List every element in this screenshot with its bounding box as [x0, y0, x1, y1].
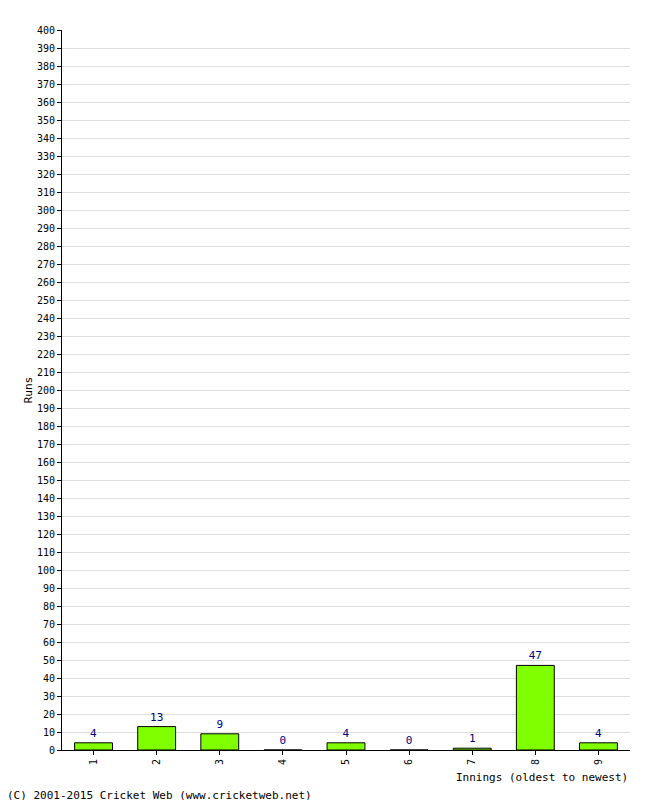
svg-text:10: 10 [43, 727, 55, 738]
svg-text:200: 200 [37, 385, 55, 396]
svg-text:70: 70 [43, 619, 55, 630]
svg-text:4: 4 [595, 727, 602, 740]
svg-text:4: 4 [90, 727, 97, 740]
svg-text:350: 350 [37, 115, 55, 126]
svg-text:6: 6 [403, 759, 414, 765]
svg-text:320: 320 [37, 169, 55, 180]
svg-text:3: 3 [214, 759, 225, 765]
svg-text:220: 220 [37, 349, 55, 360]
svg-text:340: 340 [37, 133, 55, 144]
svg-text:9: 9 [216, 718, 223, 731]
svg-text:160: 160 [37, 457, 55, 468]
svg-text:390: 390 [37, 43, 55, 54]
svg-text:Innings (oldest to newest): Innings (oldest to newest) [456, 771, 628, 784]
svg-text:80: 80 [43, 601, 55, 612]
svg-text:0: 0 [406, 734, 413, 747]
svg-text:130: 130 [37, 511, 55, 522]
svg-text:50: 50 [43, 655, 55, 666]
svg-text:240: 240 [37, 313, 55, 324]
svg-text:0: 0 [280, 734, 287, 747]
svg-text:400: 400 [37, 25, 55, 36]
svg-text:300: 300 [37, 205, 55, 216]
svg-text:270: 270 [37, 259, 55, 270]
svg-text:90: 90 [43, 583, 55, 594]
svg-text:110: 110 [37, 547, 55, 558]
svg-text:100: 100 [37, 565, 55, 576]
svg-text:8: 8 [530, 759, 541, 765]
svg-text:250: 250 [37, 295, 55, 306]
svg-text:40: 40 [43, 673, 55, 684]
svg-text:260: 260 [37, 277, 55, 288]
svg-text:120: 120 [37, 529, 55, 540]
svg-text:0: 0 [49, 745, 55, 756]
svg-text:330: 330 [37, 151, 55, 162]
svg-text:13: 13 [150, 711, 163, 724]
svg-text:9: 9 [593, 759, 604, 765]
svg-text:140: 140 [37, 493, 55, 504]
svg-text:370: 370 [37, 79, 55, 90]
svg-text:1: 1 [88, 759, 99, 765]
svg-text:310: 310 [37, 187, 55, 198]
svg-text:Runs: Runs [22, 377, 35, 404]
svg-text:170: 170 [37, 439, 55, 450]
svg-text:2: 2 [151, 759, 162, 765]
svg-text:7: 7 [466, 759, 477, 765]
svg-text:20: 20 [43, 709, 55, 720]
svg-text:210: 210 [37, 367, 55, 378]
svg-text:4: 4 [343, 727, 350, 740]
svg-text:60: 60 [43, 637, 55, 648]
svg-text:190: 190 [37, 403, 55, 414]
svg-text:1: 1 [469, 732, 476, 745]
svg-text:30: 30 [43, 691, 55, 702]
svg-text:290: 290 [37, 223, 55, 234]
svg-text:230: 230 [37, 331, 55, 342]
svg-text:380: 380 [37, 61, 55, 72]
svg-text:5: 5 [340, 759, 351, 765]
svg-text:(C) 2001-2015 Cricket Web (www: (C) 2001-2015 Cricket Web (www.cricketwe… [7, 789, 312, 800]
svg-text:47: 47 [529, 649, 542, 662]
svg-text:180: 180 [37, 421, 55, 432]
svg-text:4: 4 [277, 759, 288, 765]
svg-text:150: 150 [37, 475, 55, 486]
svg-text:280: 280 [37, 241, 55, 252]
svg-text:360: 360 [37, 97, 55, 108]
